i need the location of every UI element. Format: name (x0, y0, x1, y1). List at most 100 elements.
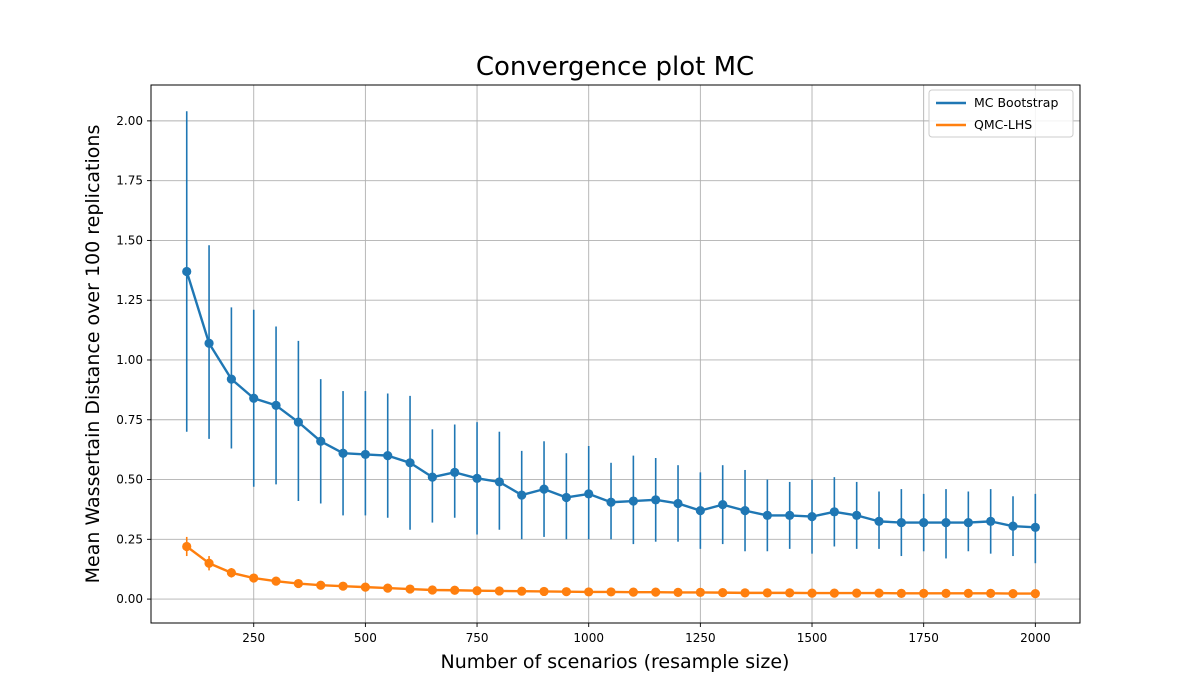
legend-label-mc-bootstrap: MC Bootstrap (974, 95, 1058, 110)
data-point-mc-bootstrap (740, 506, 750, 516)
data-point-mc-bootstrap (673, 498, 683, 509)
data-point-qmc-lhs (249, 573, 259, 583)
data-point-mc-bootstrap (494, 477, 504, 487)
data-point-mc-bootstrap (539, 484, 549, 494)
data-point-mc-bootstrap (628, 496, 638, 506)
data-point-qmc-lhs (963, 588, 973, 598)
data-point-qmc-lhs (1008, 588, 1018, 599)
x-tick-label: 2000 (1020, 631, 1051, 645)
data-point-mc-bootstrap (584, 489, 594, 499)
y-axis-title: Mean Wassertain Distance over 100 replic… (82, 125, 104, 584)
data-point-qmc-lhs (986, 588, 996, 598)
data-point-mc-bootstrap (718, 500, 728, 510)
y-tick-label: 0.00 (116, 592, 143, 606)
legend: MC Bootstrap QMC-LHS (928, 89, 1074, 138)
legend-label-qmc-lhs: QMC-LHS (974, 117, 1032, 132)
data-point-qmc-lhs (919, 588, 929, 598)
y-tick-label: 1.00 (116, 353, 143, 367)
data-point-qmc-lhs (338, 581, 348, 591)
data-point-qmc-lhs (628, 587, 638, 597)
data-point-qmc-lhs (762, 588, 772, 598)
plot-area-frame (150, 84, 1081, 624)
data-point-qmc-lhs (494, 586, 504, 596)
data-point-qmc-lhs (829, 588, 839, 598)
data-point-mc-bootstrap (271, 400, 281, 411)
data-point-mc-bootstrap (360, 449, 370, 460)
x-tick-label: 1500 (797, 631, 828, 645)
data-point-qmc-lhs (517, 586, 527, 596)
y-tick-label: 0.50 (116, 473, 143, 487)
data-point-mc-bootstrap (807, 511, 817, 522)
data-point-qmc-lhs (316, 580, 326, 590)
data-point-qmc-lhs (561, 587, 571, 597)
data-point-qmc-lhs (383, 583, 393, 593)
data-point-mc-bootstrap (405, 458, 415, 468)
data-point-mc-bootstrap (941, 517, 951, 528)
data-point-mc-bootstrap (963, 517, 973, 528)
data-point-qmc-lhs (427, 585, 437, 595)
y-tick-label: 1.50 (116, 233, 143, 247)
data-point-qmc-lhs (785, 588, 795, 598)
data-point-mc-bootstrap (651, 495, 661, 505)
data-point-qmc-lhs (204, 558, 214, 568)
grid-lines (151, 85, 1080, 623)
x-tick-label: 1250 (685, 631, 716, 645)
data-point-qmc-lhs (1030, 588, 1040, 599)
data-point-mc-bootstrap (785, 510, 795, 520)
data-point-qmc-lhs (450, 585, 460, 595)
data-point-qmc-lhs (293, 578, 303, 589)
data-point-qmc-lhs (606, 587, 616, 597)
y-tick-label: 1.75 (116, 174, 143, 188)
x-axis-title: Number of scenarios (resample size) (441, 651, 790, 673)
data-point-mc-bootstrap (338, 448, 348, 458)
x-tick-label: 500 (354, 631, 377, 645)
data-point-qmc-lhs (807, 588, 817, 598)
data-point-mc-bootstrap (986, 516, 996, 526)
data-point-mc-bootstrap (762, 510, 772, 520)
data-point-qmc-lhs (405, 584, 415, 594)
data-point-mc-bootstrap (517, 490, 527, 500)
data-point-qmc-lhs (584, 587, 594, 597)
y-tick-label: 1.25 (116, 293, 143, 307)
chart-title: Convergence plot MC (476, 52, 754, 82)
series-mc-bootstrap (182, 111, 1040, 564)
data-point-mc-bootstrap (919, 517, 929, 528)
data-point-qmc-lhs (673, 587, 683, 597)
data-point-mc-bootstrap (316, 436, 326, 446)
data-point-qmc-lhs (896, 588, 906, 598)
x-tick-label: 750 (466, 631, 489, 645)
series-layer (182, 111, 1040, 599)
data-point-qmc-lhs (852, 588, 862, 598)
data-point-mc-bootstrap (450, 467, 460, 477)
data-point-qmc-lhs (271, 576, 281, 586)
data-point-qmc-lhs (360, 582, 370, 592)
data-point-mc-bootstrap (472, 473, 482, 483)
data-point-qmc-lhs (718, 588, 728, 598)
data-point-qmc-lhs (695, 587, 705, 597)
data-point-mc-bootstrap (874, 516, 884, 526)
data-point-mc-bootstrap (383, 451, 393, 461)
data-point-mc-bootstrap (204, 338, 214, 348)
data-point-qmc-lhs (226, 568, 236, 578)
data-point-mc-bootstrap (1008, 521, 1018, 531)
x-tick-label: 250 (242, 631, 265, 645)
data-point-mc-bootstrap (249, 393, 259, 403)
x-tick-label: 1000 (573, 631, 604, 645)
axis-ticks: 250 500 750 1000 1250 1500 1750 2000 0.00 0.25 0.5… (116, 114, 1050, 645)
data-point-mc-bootstrap (226, 374, 236, 384)
y-tick-label: 2.00 (116, 114, 143, 128)
data-point-mc-bootstrap (427, 472, 437, 482)
data-point-mc-bootstrap (829, 507, 839, 517)
data-point-mc-bootstrap (896, 517, 906, 528)
data-point-mc-bootstrap (182, 266, 192, 277)
data-point-qmc-lhs (941, 588, 951, 598)
data-point-mc-bootstrap (852, 510, 862, 520)
y-tick-label: 0.75 (116, 413, 143, 427)
series-qmc-lhs (182, 536, 1040, 599)
data-point-qmc-lhs (874, 588, 884, 598)
data-point-qmc-lhs (740, 588, 750, 598)
data-point-qmc-lhs (651, 587, 661, 597)
data-point-mc-bootstrap (695, 506, 705, 516)
data-point-qmc-lhs (539, 586, 549, 597)
